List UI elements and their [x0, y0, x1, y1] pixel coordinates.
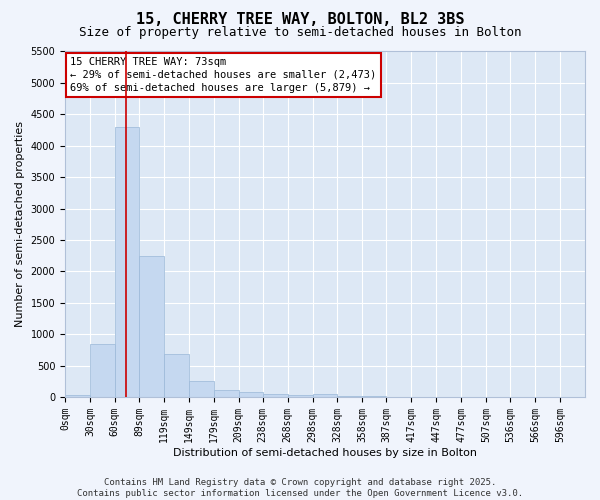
Text: 15 CHERRY TREE WAY: 73sqm
← 29% of semi-detached houses are smaller (2,473)
69% : 15 CHERRY TREE WAY: 73sqm ← 29% of semi-…	[70, 56, 376, 93]
Bar	[139, 256, 164, 397]
Bar	[362, 396, 386, 397]
Bar	[164, 354, 189, 397]
Bar	[189, 382, 214, 397]
Text: Contains HM Land Registry data © Crown copyright and database right 2025.
Contai: Contains HM Land Registry data © Crown c…	[77, 478, 523, 498]
Bar	[313, 394, 337, 397]
Bar	[214, 390, 239, 397]
Bar	[287, 395, 313, 397]
Bar	[115, 127, 139, 397]
Bar	[337, 396, 362, 397]
Bar	[90, 344, 115, 397]
Text: 15, CHERRY TREE WAY, BOLTON, BL2 3BS: 15, CHERRY TREE WAY, BOLTON, BL2 3BS	[136, 12, 464, 28]
Text: Size of property relative to semi-detached houses in Bolton: Size of property relative to semi-detach…	[79, 26, 521, 39]
Bar	[65, 396, 90, 397]
X-axis label: Distribution of semi-detached houses by size in Bolton: Distribution of semi-detached houses by …	[173, 448, 477, 458]
Bar	[239, 392, 263, 397]
Y-axis label: Number of semi-detached properties: Number of semi-detached properties	[15, 121, 25, 327]
Bar	[263, 394, 287, 397]
